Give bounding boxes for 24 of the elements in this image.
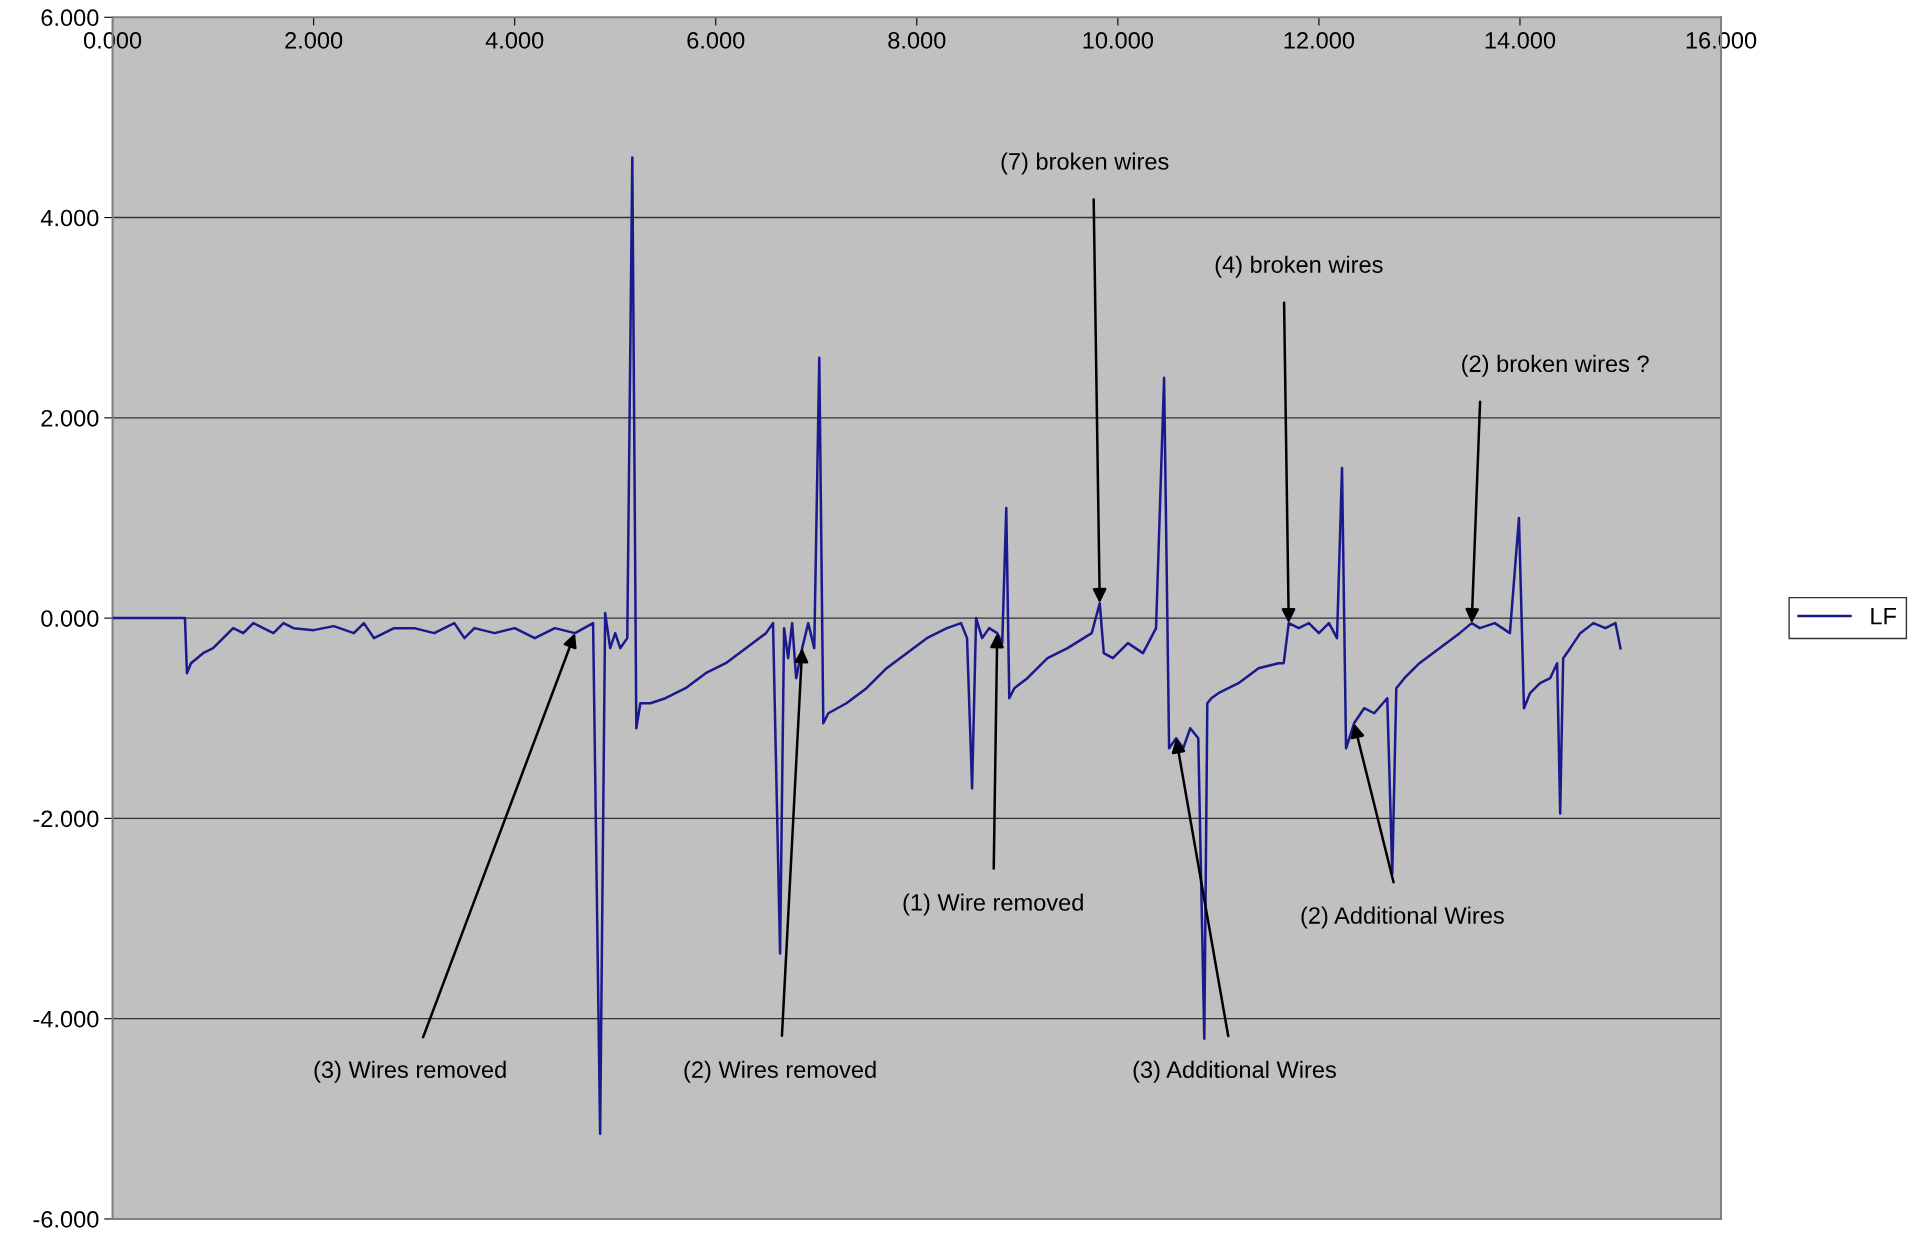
x-tick-label: 6.000	[687, 32, 745, 49]
annotation: (2) Wires removed	[684, 1060, 876, 1083]
annotation: (1) Wire removed	[903, 893, 1083, 916]
y-tick-label: 0.000	[41, 610, 99, 627]
annotation: (2) broken wires ?	[1462, 354, 1649, 377]
x-tick-label: 8.000	[888, 32, 946, 49]
x-tick-label: 12.000	[1284, 32, 1355, 49]
annotation: (7) broken wires	[1001, 152, 1169, 175]
y-tick-label: 6.000	[41, 9, 99, 27]
y-tick-label: 2.000	[41, 409, 99, 427]
annotation: (2) Additional Wires	[1301, 906, 1504, 929]
y-tick-label: -4.000	[33, 1010, 99, 1028]
legend-label: LF	[1871, 607, 1896, 625]
x-tick-label: 14.000	[1485, 32, 1556, 49]
x-tick-label: 2.000	[285, 32, 343, 49]
x-tick-label: 10.000	[1083, 32, 1154, 49]
y-tick-label: -2.000	[33, 810, 99, 828]
annotation: (3) Wires removed	[314, 1060, 506, 1083]
annotation: (4) broken wires	[1215, 255, 1383, 278]
x-tick-label: 4.000	[485, 32, 544, 49]
y-tick-label: 4.000	[40, 209, 99, 227]
x-tick-label: 0.000	[83, 32, 142, 49]
annotation: (3) Additional Wires	[1133, 1060, 1336, 1083]
y-tick-label: -6.000	[33, 1211, 99, 1228]
